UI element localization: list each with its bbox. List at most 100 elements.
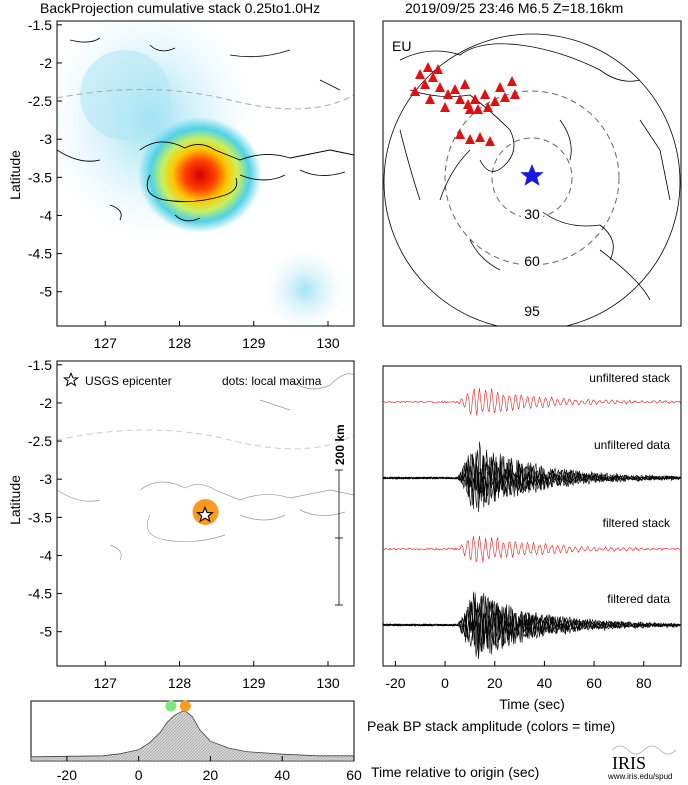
trace-xtick: 40: [537, 675, 553, 691]
station-marker: [465, 134, 475, 144]
waveform: [382, 597, 681, 660]
station-marker: [470, 94, 480, 104]
waveform: [383, 449, 681, 508]
peak-xtick: 20: [203, 767, 219, 783]
peak-xtick: 0: [135, 767, 143, 783]
bottom-map-ytick: -3.5: [28, 509, 52, 525]
distance-label-95: 95: [524, 303, 540, 319]
bottom-map-ytick: -2: [40, 395, 53, 411]
bottom-map-ytick: -4: [40, 547, 53, 563]
station-marker: [490, 96, 500, 106]
bottom-map-ticks: 127 128 129 130 -1.5 -2 -2.5 -3 -3.5 -4 -4.5 -5: [28, 357, 340, 691]
bottom-map-xtick: 129: [242, 675, 266, 691]
trace-ticks: -20 0 20 40 60 80: [385, 661, 652, 691]
peak-xtick: 60: [346, 767, 362, 783]
trace-label-unfiltered-stack: unfiltered stack: [589, 371, 671, 385]
legend-dots-label: dots: local maxima: [222, 374, 322, 388]
trace-xtick: 80: [636, 675, 652, 691]
coastlines-north: [69, 37, 341, 91]
peak-xtick: -20: [57, 767, 77, 783]
top-map-xtick: 127: [94, 335, 118, 351]
heatmap-panel: Latitude 127 128 129 130 -1.5 -2 -2.5 -3 -3.5 -4 -…: [7, 17, 355, 351]
station-marker: [415, 69, 425, 79]
station-marker: [423, 62, 433, 72]
stack-peak: [138, 117, 262, 233]
trace-xtick: -20: [385, 675, 405, 691]
peak-dots: [165, 700, 191, 712]
station-marker: [465, 104, 475, 114]
distance-ring-60: [444, 90, 620, 266]
bottom-map-ytick: -2.5: [28, 433, 52, 449]
peak-panel: -20 0 20 40 60 Peak BP stack amplitude (colo…: [30, 700, 615, 783]
waveform: [382, 592, 681, 654]
bottom-map-ytick: -1.5: [28, 357, 52, 373]
station-marker: [443, 89, 453, 99]
bottom-map-xtick: 130: [316, 675, 340, 691]
trace-label-unfiltered-data: unfiltered data: [594, 438, 670, 452]
top-map-ytick: -2.5: [28, 93, 52, 109]
top-map-ytick: -5: [40, 284, 53, 300]
stack-lobe: [80, 50, 170, 140]
trace-xtick: 60: [586, 675, 602, 691]
stations: [410, 62, 520, 146]
station-marker: [507, 76, 517, 86]
station-marker: [485, 136, 495, 146]
maxima-map-panel: USGS epicenter dots: local maxima 200 km…: [7, 357, 355, 691]
station-marker: [480, 89, 490, 99]
waveform: [383, 595, 681, 655]
bottom-map-ytick: -3: [40, 471, 53, 487]
bottom-map-ylabel: Latitude: [7, 475, 23, 525]
stack-lobe-southeast: [265, 250, 345, 326]
top-map-ytick: -3.5: [28, 169, 52, 185]
station-marker: [510, 89, 520, 99]
peak-amplitude-area: [30, 710, 355, 762]
waveform: [382, 535, 681, 563]
station-marker: [420, 79, 430, 89]
top-map-xtick: 129: [242, 335, 266, 351]
top-map-xtick: 130: [316, 335, 340, 351]
bottom-map-xtick: 127: [94, 675, 118, 691]
bottom-map-xtick: 128: [168, 675, 192, 691]
epicenter-star-globe: [520, 164, 544, 186]
waveform: [382, 449, 681, 503]
top-map-ytick: -2: [40, 55, 53, 71]
trace-lines: [382, 388, 681, 660]
traces-panel: unfiltered stack unfiltered data filtere…: [382, 365, 682, 712]
legend-star-label: USGS epicenter: [85, 374, 172, 388]
distance-label-30: 30: [524, 206, 540, 222]
top-map-ytick: -3: [40, 131, 53, 147]
waveform: [382, 388, 681, 416]
station-marker: [455, 129, 465, 139]
plate-boundary-bottom: [57, 429, 354, 450]
top-map-xtick: 128: [168, 335, 192, 351]
station-marker: [475, 132, 485, 142]
station-marker: [450, 84, 460, 94]
top-map-ticks: 127 128 129 130 -1.5 -2 -2.5 -3 -3.5 -4 -4.5 -5: [28, 17, 340, 351]
peak-xlabel: Time relative to origin (sec): [371, 764, 539, 780]
distance-label-60: 60: [524, 253, 540, 269]
station-marker: [428, 72, 438, 82]
epicenter-star-bottom: [196, 505, 214, 523]
iris-logo: IRIS www.iris.edu/spud: [607, 745, 677, 781]
scale-label: 200 km: [333, 424, 347, 465]
top-map-ytick: -4: [40, 207, 53, 223]
peak-ticks: -20 0 20 40 60: [57, 756, 362, 783]
bottom-map-ytick: -4.5: [28, 586, 52, 602]
station-marker: [435, 82, 445, 92]
station-marker: [483, 102, 493, 112]
trace-label-filtered-data: filtered data: [607, 592, 670, 606]
trace-xtick: 20: [487, 675, 503, 691]
coastlines-bottom: [57, 373, 354, 561]
station-marker: [433, 64, 443, 74]
peak-title: Peak BP stack amplitude (colors = time): [367, 718, 615, 734]
station-marker: [455, 94, 465, 104]
logo-name: IRIS: [612, 753, 646, 773]
station-marker: [410, 86, 420, 96]
station-marker: [460, 79, 470, 89]
trace-xlabel: Time (sec): [499, 696, 565, 712]
station-marker: [500, 92, 510, 102]
top-map-ylabel: Latitude: [7, 150, 23, 200]
trace-label-filtered-stack: filtered stack: [603, 516, 671, 530]
globe-outline: [383, 33, 681, 326]
coastlines: [57, 141, 354, 222]
